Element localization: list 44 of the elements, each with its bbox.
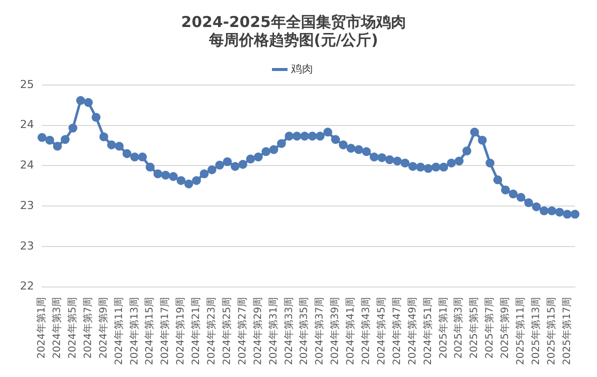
chart-title: 2024-2025年全国集贸市场鸡肉 (181, 12, 406, 31)
x-tick-label: 2024年第47周 (390, 296, 403, 366)
x-tick-label: 2024年第27周 (236, 296, 248, 366)
x-tick-label: 2024年第41周 (344, 296, 357, 366)
x-tick-label: 2024年第45周 (375, 296, 388, 366)
chart-subtitle: 每周价格趋势图(元/公斤) (208, 30, 378, 49)
x-tick-label: 2024年第49周 (406, 296, 418, 366)
x-tick-label: 2024年第17周 (159, 296, 172, 366)
x-tick-label: 2025年第3周 (452, 296, 465, 359)
x-tick-label: 2024年第19周 (174, 296, 187, 366)
legend-label: 鸡肉 (290, 62, 313, 76)
x-tick-label: 2025年第7周 (484, 296, 496, 359)
y-tick-label: 23 (20, 239, 34, 252)
x-tick-label: 2025年第15周 (545, 296, 558, 366)
x-tick-label: 2024年第21周 (190, 296, 202, 366)
y-tick-label: 25 (20, 78, 34, 91)
x-tick-label: 2024年第3周 (51, 296, 64, 359)
y-tick-label: 24 (20, 118, 34, 132)
x-tick-label: 2024年第25周 (220, 296, 233, 366)
x-tick-label: 2025年第17周 (560, 296, 573, 366)
x-tick-label: 2025年第11周 (514, 296, 527, 366)
x-tick-label: 2024年第29周 (252, 296, 264, 366)
x-tick-label: 2024年第9周 (97, 296, 110, 359)
x-tick-label: 2024年第43周 (360, 296, 372, 366)
x-tick-label: 2024年第37周 (314, 296, 326, 366)
x-tick-label: 2024年第33周 (282, 296, 295, 366)
y-tick-label: 23 (20, 198, 34, 212)
x-tick-label: 2024年第7周 (82, 296, 94, 359)
x-tick-label: 2024年第13周 (128, 296, 140, 366)
x-tick-label: 2024年第11周 (112, 296, 125, 366)
x-tick-label: 2025年第1周 (437, 296, 450, 359)
x-tick-label: 2024年第31周 (267, 296, 280, 366)
x-tick-label: 2024年第23周 (206, 296, 218, 366)
x-tick-label: 2025年第13周 (530, 296, 542, 366)
y-tick-label: 24 (20, 158, 34, 172)
x-tick-label: 2024年第35周 (298, 296, 310, 366)
x-tick-label: 2024年第1周 (36, 296, 48, 359)
x-tick-label: 2024年第5周 (66, 296, 78, 359)
x-tick-label: 2025年第5周 (468, 296, 480, 359)
x-tick-label: 2024年第15周 (144, 296, 156, 366)
x-tick-label: 2024年第39周 (329, 296, 342, 366)
y-tick-label: 22 (20, 280, 34, 293)
x-tick-label: 2024年第51周 (422, 296, 434, 366)
x-tick-label: 2025年第9周 (499, 296, 512, 359)
